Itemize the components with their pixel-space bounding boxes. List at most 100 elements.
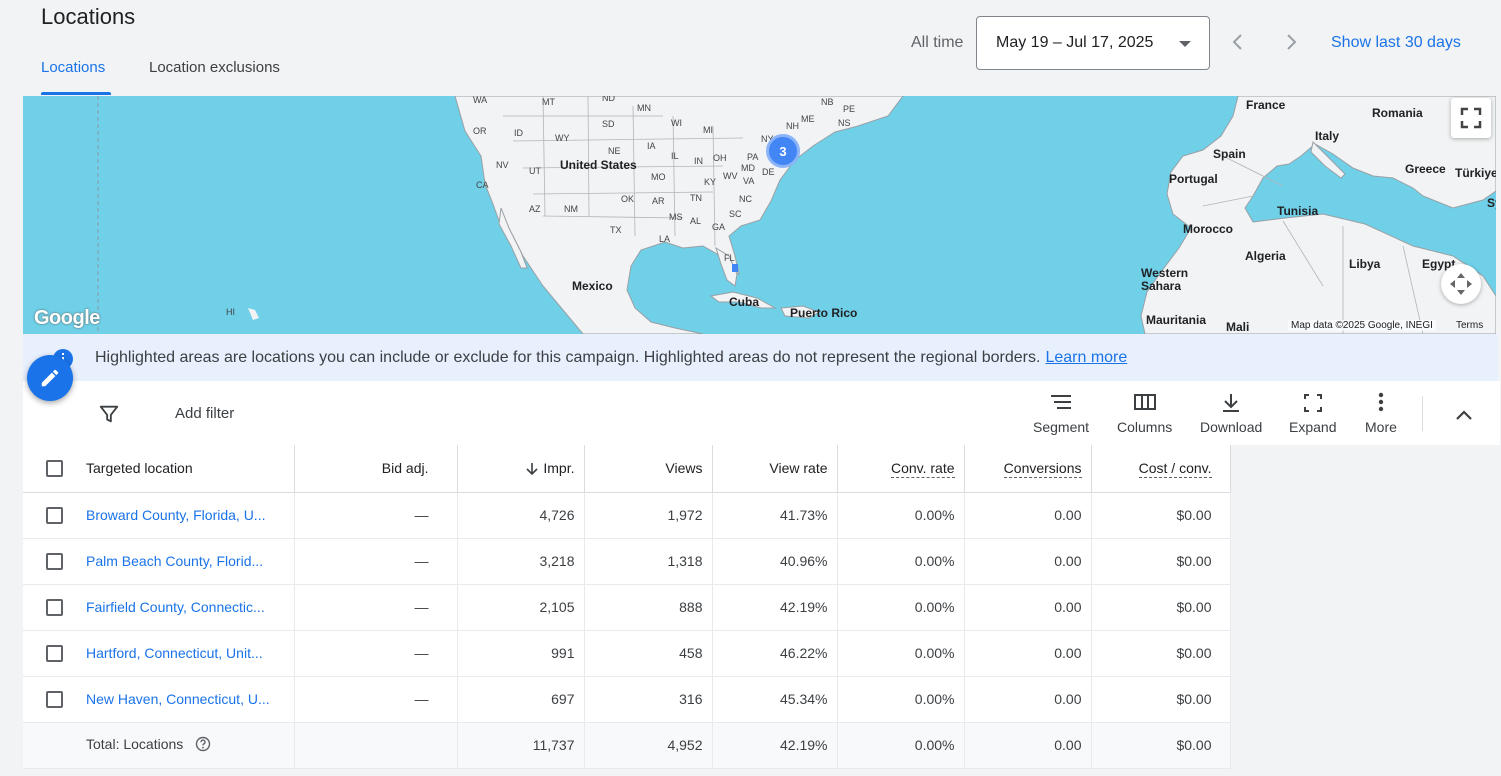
map-label-puerto-rico: Puerto Rico — [790, 306, 858, 320]
download-button[interactable]: Download — [1200, 392, 1262, 435]
column-header-impr[interactable]: Impr. — [457, 445, 585, 493]
locations-map[interactable]: United States Mexico Cuba Puerto Rico Fr… — [23, 96, 1496, 334]
map-label-syria: Sy — [1487, 196, 1496, 210]
map-label-romania: Romania — [1372, 106, 1423, 120]
location-cluster-marker[interactable]: 3 — [766, 134, 800, 168]
map-label-la: LA — [659, 234, 671, 244]
total-row: Total: Locations 11,737 4,952 42.19% 0.0… — [23, 722, 1231, 769]
row-checkbox[interactable] — [46, 598, 63, 616]
views-cell: 458 — [584, 630, 713, 677]
columns-button[interactable]: Columns — [1117, 392, 1172, 435]
row-select-cell — [23, 676, 70, 723]
column-header-targeted-location[interactable]: Targeted location — [70, 445, 295, 493]
map-label-or: OR — [473, 126, 487, 136]
segment-button[interactable]: Segment — [1033, 392, 1089, 435]
date-range-select[interactable]: May 19 – Jul 17, 2025 — [976, 16, 1210, 70]
conversions-cell: 0.00 — [964, 630, 1092, 677]
more-label: More — [1365, 419, 1397, 435]
map-label-mt: MT — [542, 97, 555, 107]
show-last-30-days-link[interactable]: Show last 30 days — [1331, 34, 1461, 51]
row-checkbox[interactable] — [46, 690, 63, 708]
map-label-wy: WY — [555, 133, 570, 143]
map-label-ia: IA — [647, 141, 656, 151]
map-label-ok: OK — [621, 194, 635, 204]
total-impr-cell: 11,737 — [457, 722, 585, 769]
table-row: Hartford, Connecticut, Unit... — 991 458… — [23, 630, 1231, 677]
location-cell: Palm Beach County, Florid... — [70, 538, 295, 585]
map-fullscreen-button[interactable] — [1451, 98, 1491, 138]
row-select-cell — [23, 538, 70, 585]
expand-button[interactable]: Expand — [1289, 392, 1336, 435]
info-banner: Highlighted areas are locations you can … — [23, 334, 1498, 381]
column-header-view-rate[interactable]: View rate — [712, 445, 838, 493]
chevron-down-icon — [1179, 41, 1191, 47]
bid-adj-cell[interactable]: — — [294, 630, 458, 677]
bid-adj-header-label: Bid adj. — [381, 460, 429, 477]
bid-adj-cell[interactable]: — — [294, 492, 458, 539]
location-link[interactable]: Palm Beach County, Florid... — [86, 553, 264, 569]
filter-icon[interactable] — [98, 403, 120, 430]
views-cell: 316 — [584, 676, 713, 723]
help-icon[interactable] — [195, 736, 211, 755]
map-terms-link[interactable]: Terms — [1456, 320, 1484, 331]
map-label-turkiye: Türkiye — [1455, 166, 1496, 180]
columns-icon — [1133, 394, 1156, 410]
map-label-italy: Italy — [1315, 129, 1340, 143]
location-link[interactable]: New Haven, Connecticut, U... — [86, 691, 270, 707]
column-header-conversions[interactable]: Conversions — [964, 445, 1092, 493]
column-header-conv-rate[interactable]: Conv. rate — [837, 445, 965, 493]
row-checkbox[interactable] — [46, 506, 63, 524]
map-label-ne: NE — [608, 146, 621, 156]
table-row: Palm Beach County, Florid... — 3,218 1,3… — [23, 538, 1231, 585]
bid-adj-cell[interactable]: — — [294, 538, 458, 585]
map-pan-control[interactable] — [1441, 264, 1481, 304]
view-rate-cell: 41.73% — [712, 492, 838, 539]
bid-adj-cell[interactable]: — — [294, 584, 458, 631]
info-banner-text: Highlighted areas are locations you can … — [95, 348, 1041, 366]
edit-locations-button[interactable] — [27, 355, 73, 401]
column-header-bid-adj[interactable]: Bid adj. — [294, 445, 458, 493]
location-link[interactable]: Fairfield County, Connectic... — [86, 599, 265, 615]
tab-locations[interactable]: Locations — [41, 59, 106, 76]
location-cell: Fairfield County, Connectic... — [70, 584, 295, 631]
collapse-button[interactable] — [1452, 403, 1476, 432]
cost-conv-cell: $0.00 — [1091, 584, 1231, 631]
cost-conv-cell: $0.00 — [1091, 492, 1231, 539]
total-label: Total: Locations — [86, 735, 184, 752]
column-header-views[interactable]: Views — [584, 445, 713, 493]
column-header-cost-conv[interactable]: Cost / conv. — [1091, 445, 1231, 493]
map-label-al: AL — [690, 216, 702, 226]
select-all-checkbox[interactable] — [46, 460, 63, 478]
bid-adj-cell[interactable]: — — [294, 676, 458, 723]
map-label-united-states: United States — [560, 158, 637, 172]
map-label-nm: NM — [564, 204, 578, 214]
previous-period-button[interactable] — [1226, 30, 1250, 54]
more-button[interactable]: More — [1365, 392, 1397, 435]
location-link[interactable]: Hartford, Connecticut, Unit... — [86, 645, 263, 661]
map-label-spain: Spain — [1213, 147, 1246, 161]
conversions-cell: 0.00 — [964, 538, 1092, 585]
total-cost-conv-cell: $0.00 — [1091, 722, 1231, 769]
row-checkbox[interactable] — [46, 644, 63, 662]
map-label-wa: WA — [473, 96, 488, 105]
table-row: New Haven, Connecticut, U... — 697 316 4… — [23, 676, 1231, 723]
row-checkbox[interactable] — [46, 552, 63, 570]
location-cell: Broward County, Florida, U... — [70, 492, 295, 539]
conv-rate-cell: 0.00% — [837, 584, 965, 631]
location-link[interactable]: Broward County, Florida, U... — [86, 507, 266, 523]
page-title: Locations — [41, 4, 136, 29]
add-filter-button[interactable]: Add filter — [175, 405, 235, 422]
row-select-cell — [23, 492, 70, 539]
view-rate-cell: 45.34% — [712, 676, 838, 723]
map-land-shapes — [97, 96, 1496, 334]
impr-cell: 2,105 — [457, 584, 585, 631]
view-rate-cell: 40.96% — [712, 538, 838, 585]
learn-more-link[interactable]: Learn more — [1045, 348, 1128, 366]
map-label-fl: FL — [724, 253, 735, 263]
map-label-mi: MI — [703, 125, 713, 135]
next-period-button[interactable] — [1279, 30, 1303, 54]
more-vert-icon — [1378, 392, 1384, 412]
map-label-mexico: Mexico — [572, 279, 613, 293]
map-label-mali: Mali — [1226, 320, 1250, 334]
tab-location-exclusions[interactable]: Location exclusions — [149, 59, 280, 76]
